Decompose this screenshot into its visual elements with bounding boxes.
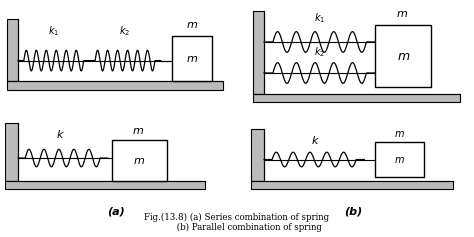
Bar — [251, 129, 264, 182]
Text: $m$: $m$ — [186, 20, 198, 30]
Bar — [251, 182, 453, 189]
Bar — [375, 25, 431, 87]
Text: $k_1$: $k_1$ — [48, 24, 59, 38]
Text: $k$: $k$ — [56, 128, 65, 141]
Text: $k$: $k$ — [311, 134, 319, 146]
Bar — [5, 182, 205, 189]
Text: (a): (a) — [107, 206, 125, 216]
Text: $k_2$: $k_2$ — [119, 24, 131, 38]
Text: $m$: $m$ — [132, 126, 145, 136]
Bar — [253, 11, 264, 94]
Text: $m$: $m$ — [397, 50, 410, 63]
Text: $m$: $m$ — [394, 155, 405, 164]
Text: (b): (b) — [344, 206, 362, 216]
Text: $k_2$: $k_2$ — [314, 45, 325, 59]
Bar — [253, 94, 460, 102]
Text: Fig.(13.8) (a) Series combination of spring
         (b) Parallel combination of: Fig.(13.8) (a) Series combination of spr… — [145, 213, 329, 232]
Bar — [375, 142, 424, 177]
Bar — [7, 81, 223, 90]
Text: $m$: $m$ — [396, 9, 408, 19]
Bar — [112, 141, 167, 182]
Bar — [7, 19, 18, 81]
Text: $m$: $m$ — [394, 129, 405, 139]
Text: $m$: $m$ — [186, 54, 198, 64]
Bar — [5, 123, 18, 182]
Bar — [172, 36, 212, 81]
Text: $k_1$: $k_1$ — [314, 12, 325, 25]
Text: $m$: $m$ — [134, 156, 146, 166]
